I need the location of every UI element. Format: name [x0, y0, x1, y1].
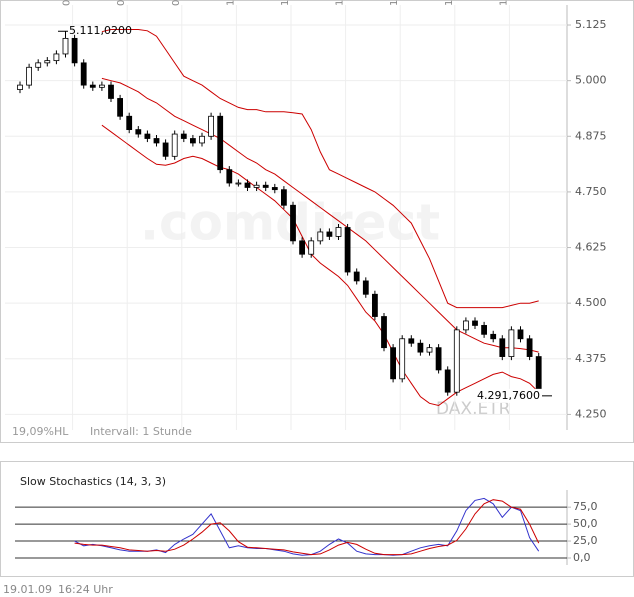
y-tick-label: 4.250: [575, 407, 607, 420]
candle-body: [144, 133, 151, 139]
candle-body: [162, 142, 169, 157]
candle-body: [35, 62, 42, 68]
x-tick-label: 13.01.: [280, 0, 291, 6]
candle-body: [444, 369, 451, 393]
candle-body: [262, 184, 269, 188]
candle-body: [71, 37, 78, 64]
high-label: 5.111,0200: [69, 24, 132, 37]
info: Intervall: 1 Stunde: [90, 425, 192, 438]
candle-body: [99, 84, 105, 88]
candle-body: [326, 231, 333, 237]
candle-body: [44, 60, 51, 64]
y-tick-label: 4.625: [575, 241, 607, 254]
last-label: 4.291,7600: [477, 389, 540, 402]
candle-body: [280, 189, 287, 206]
candle-body: [462, 320, 469, 331]
candle-body: [235, 182, 242, 185]
candle-body: [472, 320, 478, 326]
series-line: [101, 77, 539, 353]
candle-body: [108, 84, 114, 99]
candle-body: [117, 98, 123, 117]
candle-body: [390, 347, 397, 380]
watermark: .comdirect: [140, 194, 440, 252]
candle-body: [517, 329, 524, 340]
candle-body: [490, 333, 497, 340]
candle-body: [208, 115, 215, 137]
info: 19,09%HL: [12, 425, 69, 438]
candle-body: [189, 138, 196, 144]
candle-body: [317, 231, 324, 242]
x-tick-label: 16.01.: [444, 0, 455, 6]
candle-body: [353, 271, 360, 282]
x-tick-label: 19.01.: [498, 0, 509, 6]
series-line: [101, 29, 539, 309]
candle-body: [26, 66, 33, 86]
candle-body: [271, 187, 278, 191]
candle-body: [426, 347, 433, 353]
candle-body: [308, 240, 315, 255]
x-tick-label: 14.01.: [335, 0, 346, 6]
candle-body: [89, 84, 96, 88]
x-tick-label: 08.01.: [116, 0, 127, 6]
x-tick-label: 09.01.: [171, 0, 182, 6]
candle-body: [481, 325, 488, 335]
candle-body: [17, 84, 23, 90]
candle-body: [417, 342, 424, 353]
candle-body: [180, 133, 187, 139]
candle-body: [153, 138, 160, 144]
stoch-title: Slow Stochastics (14, 3, 3): [20, 475, 166, 488]
candle-body: [362, 280, 369, 295]
candle-body: [435, 347, 442, 371]
candle-body: [453, 329, 460, 393]
y-tick-label: 4.375: [575, 352, 607, 365]
x-tick-label: 15.01.: [389, 0, 400, 6]
y-tick-label: 0,0: [573, 551, 591, 564]
y-tick-label: 4.750: [575, 185, 607, 198]
candle-body: [381, 316, 387, 349]
y-tick-label: 50,0: [573, 517, 598, 530]
candle-body: [80, 62, 87, 86]
x-tick-label: 12.01.: [225, 0, 236, 6]
y-tick-label: 5.000: [575, 74, 607, 87]
y-tick-label: 5.125: [575, 18, 607, 31]
candle-body: [408, 338, 415, 344]
candle-body: [371, 293, 378, 317]
main-frame: [0, 0, 634, 443]
candle-body: [508, 329, 515, 357]
y-tick-label: 75,0: [573, 500, 598, 513]
series-line: [74, 499, 540, 556]
candle-body: [62, 37, 69, 55]
candle-body: [526, 338, 533, 357]
stoch-frame: [0, 461, 634, 577]
last-box: [476, 388, 542, 403]
candle-body: [226, 169, 233, 184]
candle-body: [217, 115, 224, 171]
candle-body: [399, 338, 406, 380]
candle-body: [299, 240, 306, 255]
y-tick-label: 25,0: [573, 534, 598, 547]
candle-body: [244, 182, 251, 188]
x-tick-label: 07.01.: [62, 0, 73, 6]
footer-time: 16:24 Uhr: [58, 583, 113, 596]
candle-body: [335, 227, 342, 237]
candle-body: [171, 133, 178, 157]
y-tick-label: 4.500: [575, 296, 607, 309]
candle-body: [135, 129, 142, 135]
series-line: [101, 124, 540, 407]
candle-body: [344, 227, 351, 273]
candle-body: [126, 115, 133, 131]
candle-body: [499, 338, 506, 357]
candle-body: [290, 204, 296, 242]
candle-body: [199, 135, 205, 144]
candle-body: [253, 184, 260, 188]
y-tick-label: 4.875: [575, 129, 607, 142]
footer-date: 19.01.09: [3, 583, 52, 596]
candle-body: [53, 53, 60, 62]
